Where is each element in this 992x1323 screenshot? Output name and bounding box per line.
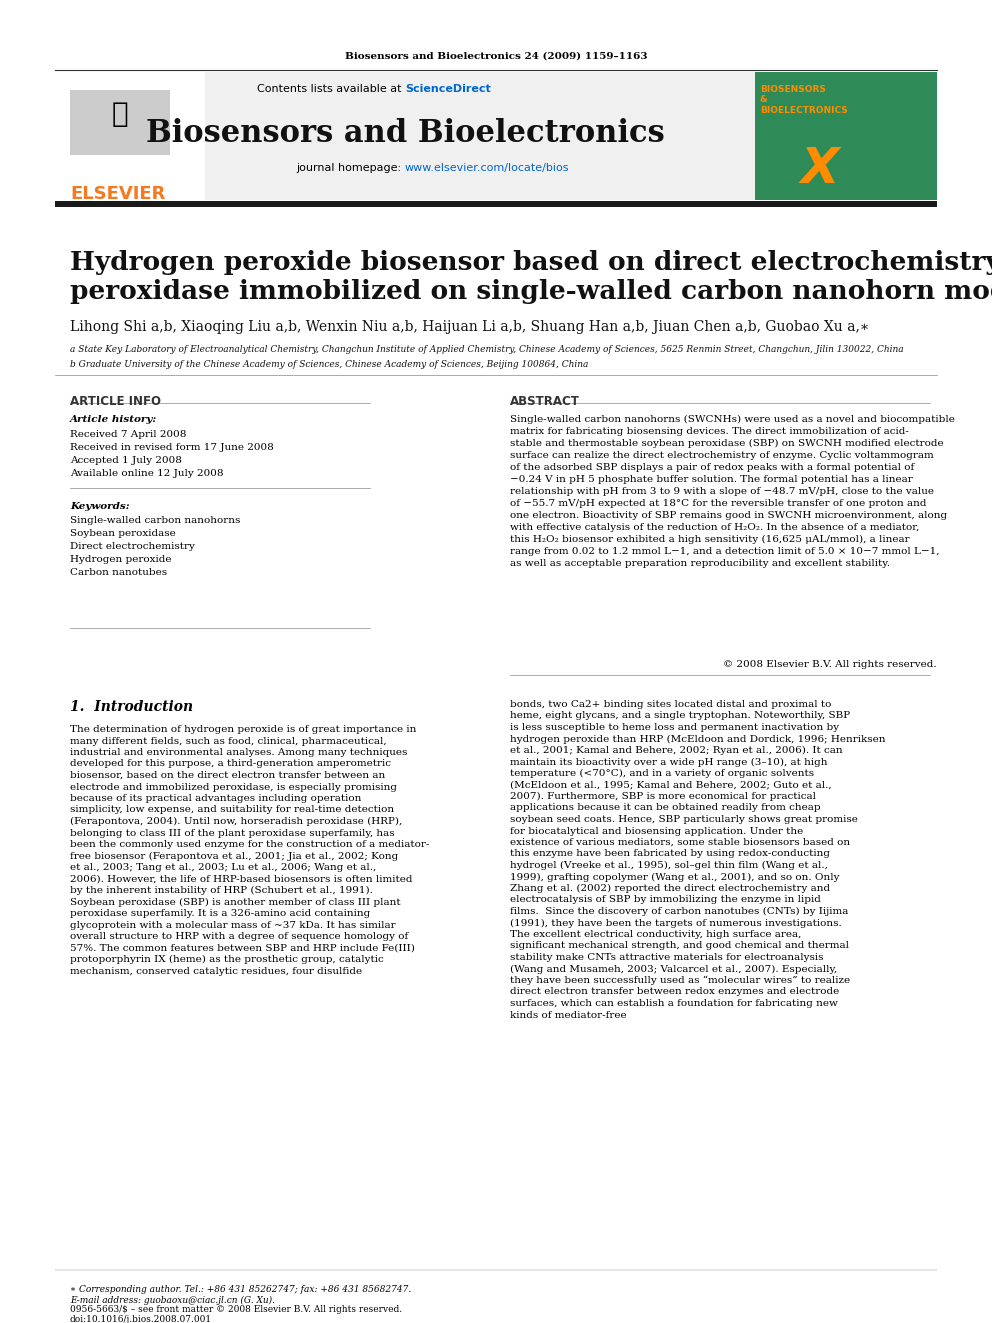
Text: existence of various mediators, some stable biosensors based on: existence of various mediators, some sta…: [510, 837, 850, 847]
Text: BIOSENSORS
&
BIOELECTRONICS: BIOSENSORS & BIOELECTRONICS: [760, 85, 848, 115]
Text: hydrogel (Vreeke et al., 1995), sol–gel thin film (Wang et al.,: hydrogel (Vreeke et al., 1995), sol–gel …: [510, 861, 828, 871]
Text: electrocatalysis of SBP by immobilizing the enzyme in lipid: electrocatalysis of SBP by immobilizing …: [510, 896, 820, 905]
Text: this H₂O₂ biosensor exhibited a high sensitivity (16,625 μAL/mmol), a linear: this H₂O₂ biosensor exhibited a high sen…: [510, 534, 910, 544]
Text: Accepted 1 July 2008: Accepted 1 July 2008: [70, 456, 182, 464]
Text: matrix for fabricating biosensing devices. The direct immobilization of acid-: matrix for fabricating biosensing device…: [510, 427, 909, 437]
Text: as well as acceptable preparation reproducibility and excellent stability.: as well as acceptable preparation reprod…: [510, 560, 890, 568]
FancyBboxPatch shape: [70, 90, 170, 155]
Text: one electron. Bioactivity of SBP remains good in SWCNH microenvironment, along: one electron. Bioactivity of SBP remains…: [510, 511, 947, 520]
Text: journal homepage:: journal homepage:: [297, 163, 405, 173]
Text: Article history:: Article history:: [70, 415, 158, 423]
Text: for biocatalytical and biosensing application. Under the: for biocatalytical and biosensing applic…: [510, 827, 804, 836]
Text: 2006). However, the life of HRP-based biosensors is often limited: 2006). However, the life of HRP-based bi…: [70, 875, 413, 884]
Text: Lihong Shi a,b, Xiaoqing Liu a,b, Wenxin Niu a,b, Haijuan Li a,b, Shuang Han a,b: Lihong Shi a,b, Xiaoqing Liu a,b, Wenxin…: [70, 320, 869, 333]
Text: heme, eight glycans, and a single tryptophan. Noteworthily, SBP: heme, eight glycans, and a single trypto…: [510, 712, 850, 721]
Text: range from 0.02 to 1.2 mmol L−1, and a detection limit of 5.0 × 10−7 mmol L−1,: range from 0.02 to 1.2 mmol L−1, and a d…: [510, 546, 939, 556]
Text: is less susceptible to heme loss and permanent inactivation by: is less susceptible to heme loss and per…: [510, 722, 839, 732]
Text: b Graduate University of the Chinese Academy of Sciences, Chinese Academy of Sci: b Graduate University of the Chinese Aca…: [70, 360, 588, 369]
Text: developed for this purpose, a third-generation amperometric: developed for this purpose, a third-gene…: [70, 759, 391, 769]
Text: Biosensors and Bioelectronics: Biosensors and Bioelectronics: [146, 118, 665, 149]
Text: with effective catalysis of the reduction of H₂O₂. In the absence of a mediator,: with effective catalysis of the reductio…: [510, 523, 920, 532]
Text: relationship with pH from 3 to 9 with a slope of −48.7 mV/pH, close to the value: relationship with pH from 3 to 9 with a …: [510, 487, 934, 496]
Text: ScienceDirect: ScienceDirect: [405, 83, 491, 94]
Text: ABSTRACT: ABSTRACT: [510, 396, 580, 407]
Text: temperature (<70°C), and in a variety of organic solvents: temperature (<70°C), and in a variety of…: [510, 769, 814, 778]
Text: electrode and immobilized peroxidase, is especially promising: electrode and immobilized peroxidase, is…: [70, 782, 397, 791]
Text: © 2008 Elsevier B.V. All rights reserved.: © 2008 Elsevier B.V. All rights reserved…: [723, 660, 937, 669]
Text: stability make CNTs attractive materials for electroanalysis: stability make CNTs attractive materials…: [510, 953, 823, 962]
Text: biosensor, based on the direct electron transfer between an: biosensor, based on the direct electron …: [70, 771, 385, 781]
Text: The determination of hydrogen peroxide is of great importance in: The determination of hydrogen peroxide i…: [70, 725, 417, 734]
Text: Hydrogen peroxide biosensor based on direct electrochemistry of soybean
peroxida: Hydrogen peroxide biosensor based on dir…: [70, 250, 992, 304]
Text: Single-walled carbon nanohorns: Single-walled carbon nanohorns: [70, 516, 240, 525]
Text: protoporphyrin IX (heme) as the prosthetic group, catalytic: protoporphyrin IX (heme) as the prosthet…: [70, 955, 384, 964]
Text: many different fields, such as food, clinical, pharmaceutical,: many different fields, such as food, cli…: [70, 737, 387, 745]
Text: 57%. The common features between SBP and HRP include Fe(III): 57%. The common features between SBP and…: [70, 943, 415, 953]
Text: 0956-5663/$ – see front matter © 2008 Elsevier B.V. All rights reserved.
doi:10.: 0956-5663/$ – see front matter © 2008 El…: [70, 1304, 402, 1323]
Text: surface can realize the direct electrochemistry of enzyme. Cyclic voltammogram: surface can realize the direct electroch…: [510, 451, 933, 460]
FancyBboxPatch shape: [55, 201, 937, 206]
Text: bonds, two Ca2+ binding sites located distal and proximal to: bonds, two Ca2+ binding sites located di…: [510, 700, 831, 709]
Text: 1999), grafting copolymer (Wang et al., 2001), and so on. Only: 1999), grafting copolymer (Wang et al., …: [510, 872, 839, 881]
Text: (Ferapontova, 2004). Until now, horseradish peroxidase (HRP),: (Ferapontova, 2004). Until now, horserad…: [70, 818, 402, 826]
Text: films.  Since the discovery of carbon nanotubes (CNTs) by Iijima: films. Since the discovery of carbon nan…: [510, 908, 848, 916]
Text: ELSEVIER: ELSEVIER: [70, 185, 166, 202]
Text: Biosensors and Bioelectronics 24 (2009) 1159–1163: Biosensors and Bioelectronics 24 (2009) …: [345, 52, 647, 61]
Text: Soybean peroxidase: Soybean peroxidase: [70, 529, 176, 538]
Text: surfaces, which can establish a foundation for fabricating new: surfaces, which can establish a foundati…: [510, 999, 838, 1008]
Text: stable and thermostable soybean peroxidase (SBP) on SWCNH modified electrode: stable and thermostable soybean peroxida…: [510, 439, 943, 448]
Text: Zhang et al. (2002) reported the direct electrochemistry and: Zhang et al. (2002) reported the direct …: [510, 884, 830, 893]
Text: free biosensor (Ferapontova et al., 2001; Jia et al., 2002; Kong: free biosensor (Ferapontova et al., 2001…: [70, 852, 398, 861]
Text: a State Key Laboratory of Electroanalytical Chemistry, Changchun Institute of Ap: a State Key Laboratory of Electroanalyti…: [70, 345, 904, 355]
Text: soybean seed coats. Hence, SBP particularly shows great promise: soybean seed coats. Hence, SBP particula…: [510, 815, 858, 824]
Text: Soybean peroxidase (SBP) is another member of class III plant: Soybean peroxidase (SBP) is another memb…: [70, 897, 401, 906]
Text: because of its practical advantages including operation: because of its practical advantages incl…: [70, 794, 361, 803]
Text: The excellent electrical conductivity, high surface area,: The excellent electrical conductivity, h…: [510, 930, 802, 939]
Text: et al., 2001; Kamal and Behere, 2002; Ryan et al., 2006). It can: et al., 2001; Kamal and Behere, 2002; Ry…: [510, 746, 842, 755]
Text: by the inherent instability of HRP (Schubert et al., 1991).: by the inherent instability of HRP (Schu…: [70, 886, 373, 896]
Text: Direct electrochemistry: Direct electrochemistry: [70, 542, 194, 550]
Text: of the adsorbed SBP displays a pair of redox peaks with a formal potential of: of the adsorbed SBP displays a pair of r…: [510, 463, 915, 472]
Text: industrial and environmental analyses. Among many techniques: industrial and environmental analyses. A…: [70, 747, 408, 757]
Text: www.elsevier.com/locate/bios: www.elsevier.com/locate/bios: [405, 163, 569, 173]
Text: peroxidase superfamily. It is a 326-amino acid containing: peroxidase superfamily. It is a 326-amin…: [70, 909, 370, 918]
Text: ∗ Corresponding author. Tel.: +86 431 85262747; fax: +86 431 85682747.
E-mail ad: ∗ Corresponding author. Tel.: +86 431 85…: [70, 1285, 412, 1304]
Text: 1.  Introduction: 1. Introduction: [70, 700, 193, 714]
Text: Keywords:: Keywords:: [70, 501, 130, 511]
Text: applications because it can be obtained readily from cheap: applications because it can be obtained …: [510, 803, 820, 812]
Text: direct electron transfer between redox enzymes and electrode: direct electron transfer between redox e…: [510, 987, 839, 996]
Text: kinds of mediator-free: kinds of mediator-free: [510, 1011, 627, 1020]
Text: maintain its bioactivity over a wide pH range (3–10), at high: maintain its bioactivity over a wide pH …: [510, 758, 827, 766]
Text: Hydrogen peroxide: Hydrogen peroxide: [70, 556, 172, 564]
FancyBboxPatch shape: [755, 71, 937, 200]
Text: this enzyme have been fabricated by using redox-conducting: this enzyme have been fabricated by usin…: [510, 849, 830, 859]
Text: (Wang and Musameh, 2003; Valcarcel et al., 2007). Especially,: (Wang and Musameh, 2003; Valcarcel et al…: [510, 964, 837, 974]
Text: Contents lists available at: Contents lists available at: [257, 83, 405, 94]
Text: (McEldoon et al., 1995; Kamal and Behere, 2002; Guto et al.,: (McEldoon et al., 1995; Kamal and Behere…: [510, 781, 831, 790]
Text: of −55.7 mV/pH expected at 18°C for the reversible transfer of one proton and: of −55.7 mV/pH expected at 18°C for the …: [510, 499, 927, 508]
Text: Received in revised form 17 June 2008: Received in revised form 17 June 2008: [70, 443, 274, 452]
FancyBboxPatch shape: [55, 71, 755, 200]
Text: overall structure to HRP with a degree of sequence homology of: overall structure to HRP with a degree o…: [70, 931, 409, 941]
Text: they have been successfully used as “molecular wires” to realize: they have been successfully used as “mol…: [510, 976, 850, 986]
Text: Received 7 April 2008: Received 7 April 2008: [70, 430, 186, 439]
Text: −0.24 V in pH 5 phosphate buffer solution. The formal potential has a linear: −0.24 V in pH 5 phosphate buffer solutio…: [510, 475, 913, 484]
Text: et al., 2003; Tang et al., 2003; Lu et al., 2006; Wang et al.,: et al., 2003; Tang et al., 2003; Lu et a…: [70, 863, 376, 872]
Text: 🌳: 🌳: [112, 101, 128, 128]
FancyBboxPatch shape: [55, 71, 205, 200]
Text: Carbon nanotubes: Carbon nanotubes: [70, 568, 167, 577]
Text: (1991), they have been the targets of numerous investigations.: (1991), they have been the targets of nu…: [510, 918, 842, 927]
Text: simplicity, low expense, and suitability for real-time detection: simplicity, low expense, and suitability…: [70, 806, 394, 815]
Text: mechanism, conserved catalytic residues, four disulfide: mechanism, conserved catalytic residues,…: [70, 967, 362, 975]
Text: been the commonly used enzyme for the construction of a mediator-: been the commonly used enzyme for the co…: [70, 840, 430, 849]
Text: Available online 12 July 2008: Available online 12 July 2008: [70, 468, 223, 478]
Text: hydrogen peroxide than HRP (McEldoon and Dordick, 1996; Henriksen: hydrogen peroxide than HRP (McEldoon and…: [510, 734, 886, 744]
Text: glycoprotein with a molecular mass of ~37 kDa. It has similar: glycoprotein with a molecular mass of ~3…: [70, 921, 396, 930]
Text: 2007). Furthermore, SBP is more economical for practical: 2007). Furthermore, SBP is more economic…: [510, 792, 816, 802]
Text: significant mechanical strength, and good chemical and thermal: significant mechanical strength, and goo…: [510, 942, 849, 950]
Text: X: X: [801, 146, 839, 193]
Text: Single-walled carbon nanohorns (SWCNHs) were used as a novel and biocompatible: Single-walled carbon nanohorns (SWCNHs) …: [510, 415, 955, 425]
Text: ARTICLE INFO: ARTICLE INFO: [70, 396, 161, 407]
Text: belonging to class III of the plant peroxidase superfamily, has: belonging to class III of the plant pero…: [70, 828, 395, 837]
